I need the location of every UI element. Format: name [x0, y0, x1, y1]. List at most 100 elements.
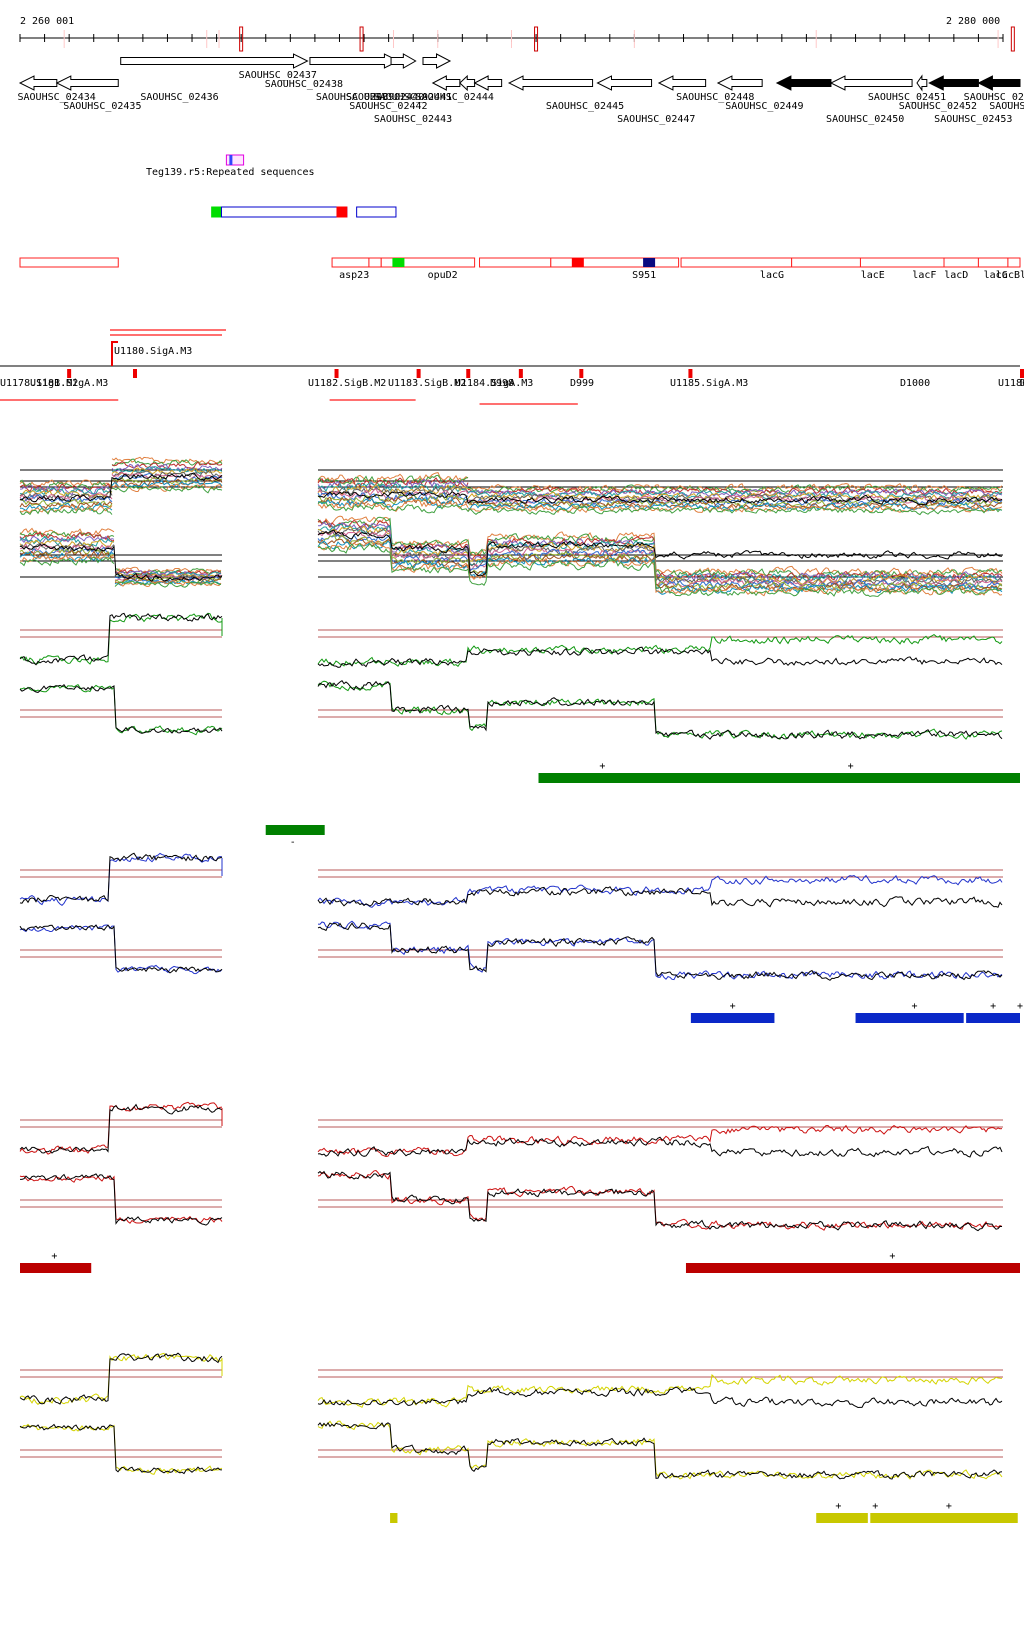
segment-sign: +: [730, 1001, 736, 1012]
expression-trace: [19, 485, 113, 496]
segment-sign: +: [912, 1001, 918, 1012]
segment-sign: +: [599, 761, 605, 772]
condition-panel-1: + + -: [19, 612, 1020, 848]
gene-reverse: [596, 75, 653, 91]
gene-reverse: [55, 75, 119, 91]
segment-bar: [685, 1263, 1020, 1273]
promoter-label: U1184.SigA.M3: [455, 378, 533, 389]
functional-unit: [859, 257, 945, 268]
expression-trace: [19, 499, 113, 508]
expression-trace: [19, 852, 223, 907]
expression-trace: [318, 515, 1003, 577]
expression-trace: [317, 519, 1003, 581]
gene-reverse: [829, 75, 913, 91]
expression-trace: [20, 502, 113, 512]
expression-trace: [19, 487, 113, 497]
expression-trace: [19, 500, 113, 510]
gene-label: SAOUHSC_02453: [934, 114, 1012, 125]
segment-bar: [870, 1513, 1018, 1523]
segment-sign: +: [835, 1501, 841, 1512]
gene-label: SAOUHSC_02449: [725, 101, 803, 112]
expression-trace: [467, 484, 1003, 495]
gene-label: SAOUHSC_02439: [316, 92, 394, 103]
end-coordinate: 2 280 000: [946, 16, 1000, 27]
segment-bar: [20, 1263, 92, 1273]
gene-forward: [120, 53, 309, 69]
promoter-mark: [579, 369, 584, 378]
expression-trace: [317, 922, 1003, 981]
functional-unit: [791, 257, 861, 268]
expression-trace: [19, 1352, 223, 1405]
expression-trace: [317, 1124, 1003, 1158]
expression-trace: [317, 633, 1003, 668]
promoter-label: U1185.SigA.M3: [670, 378, 748, 389]
expression-trace: [317, 529, 1003, 577]
gene-forward: [422, 53, 452, 69]
segment-bar: [966, 1013, 1020, 1023]
expression-trace: [317, 474, 469, 487]
expression-trace: [317, 1374, 1003, 1409]
functional-unit: [19, 257, 119, 268]
expression-trace: [114, 580, 222, 588]
promoter-label-above: U1180.SigA.M3: [114, 346, 192, 357]
expression-trace: [114, 572, 222, 579]
promoter-mark: [334, 369, 339, 378]
promoter-label: U1186.SigA.M3: [998, 378, 1024, 389]
segment-sign: +: [990, 1001, 996, 1012]
expression-trace: [114, 579, 222, 588]
functional-unit: [977, 257, 1009, 268]
gene-label: SAOUHSC_02450: [826, 114, 904, 125]
gene-label: SAOUHSC_02447: [617, 114, 695, 125]
functional-unit: [368, 257, 382, 268]
gene-label: SAOUHSC_02452: [899, 101, 977, 112]
segment-bar: [265, 825, 325, 835]
ruler-strong-mark: [1010, 26, 1015, 52]
expression-trace: [19, 479, 113, 491]
expression-trace: [19, 1103, 223, 1154]
expression-trace: [19, 506, 113, 516]
expression-trace: [317, 497, 469, 509]
expression-trace: [19, 494, 113, 505]
gene-label: SAOUHSC_02435: [63, 101, 141, 112]
operon-box: [356, 206, 397, 218]
expression-trace: [317, 1170, 1003, 1232]
promoter-mark: [1020, 369, 1024, 378]
expression-trace: [19, 492, 113, 504]
expression-trace: [467, 497, 1003, 509]
repeat-box: [225, 154, 245, 166]
functional-unit: [479, 257, 552, 268]
segment-sign: -: [290, 837, 296, 848]
gene-label: SAOUHSC_02451: [868, 92, 946, 103]
expression-trace: [317, 646, 1003, 668]
segment-bar: [538, 773, 1020, 783]
ruler-strong-mark: [239, 26, 244, 52]
segment-sign: +: [848, 761, 854, 772]
expression-trace: [19, 490, 113, 501]
functional-unit: [680, 257, 793, 268]
expression-trace: [111, 475, 223, 485]
gene-reverse: [916, 74, 928, 92]
expression-trace: [19, 535, 115, 544]
expression-trace: [19, 1423, 223, 1475]
functional-unit: [1007, 257, 1021, 268]
functional-unit: [331, 257, 370, 268]
expression-trace: [19, 547, 115, 556]
ruler-strong-mark: [359, 26, 364, 52]
repeat-label: Teg139.r5:Repeated sequences: [146, 167, 315, 178]
gene-reverse: [18, 75, 58, 91]
repeat-inner-mark: [229, 155, 233, 165]
expression-trace: [317, 1386, 1003, 1409]
expression-trace: [317, 516, 1003, 580]
functional-mark: [643, 258, 656, 267]
promoter-label: U1182.SigB.M2: [308, 378, 386, 389]
functional-label: S951: [632, 270, 656, 281]
functional-unit: [380, 257, 476, 268]
expression-trace: [111, 466, 223, 475]
expression-trace: [20, 1173, 223, 1226]
gene-reverse: [473, 75, 503, 91]
expression-trace: [19, 504, 113, 514]
gene-label: SAOUHSC_02455: [989, 101, 1024, 112]
expression-trace: [114, 577, 222, 585]
expression-trace: [317, 483, 469, 496]
